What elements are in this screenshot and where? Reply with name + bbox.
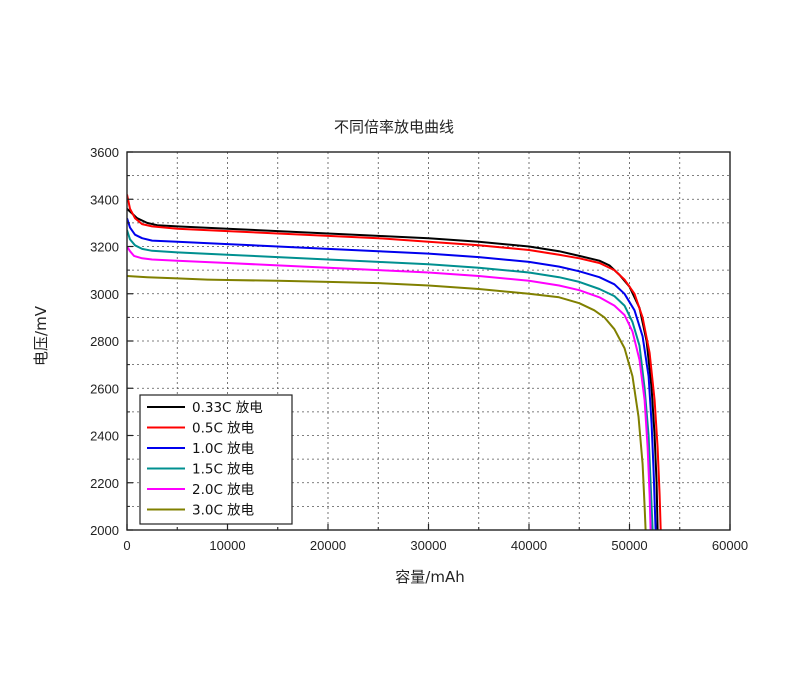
series-line-4: [127, 229, 654, 530]
series-line-3: [127, 217, 657, 530]
y-tick-label: 3200: [90, 240, 119, 255]
y-tick-label: 2400: [90, 429, 119, 444]
legend-label: 1.5C 放电: [192, 462, 254, 478]
y-tick-label: 3400: [90, 192, 119, 207]
x-tick-label: 60000: [712, 538, 748, 553]
legend-label: 0.5C 放电: [192, 421, 254, 437]
chart-title: 不同倍率放电曲线: [334, 118, 454, 136]
y-tick-label: 2800: [90, 334, 119, 349]
series-layer: [127, 194, 662, 530]
legend-box: [139, 394, 293, 525]
ticks: 0 10000 20000 30000 40000 50000 60000 2000 2200 2…: [90, 145, 748, 553]
legend-label: 1.0C 放电: [192, 441, 254, 457]
y-axis-title: 电压/mV: [32, 305, 50, 366]
y-tick-label: 2000: [90, 523, 119, 538]
x-tick-label: 30000: [410, 538, 446, 553]
x-tick-label: 10000: [209, 538, 245, 553]
x-tick-label: 40000: [511, 538, 547, 553]
legend: 0.33C 放电 0.5C 放电 1.0C 放电 1.5C 放电 2.0C 放电 3.0C…: [139, 394, 293, 525]
x-tick-label: 20000: [310, 538, 346, 553]
legend-label: 3.0C 放电: [192, 503, 254, 519]
x-tick-label: 50000: [611, 538, 647, 553]
series-line-6: [127, 275, 647, 530]
series-line-5: [127, 245, 652, 530]
y-tick-label: 2600: [90, 381, 119, 396]
legend-label: 0.33C 放电: [192, 400, 263, 416]
x-tick-label: 0: [123, 538, 130, 553]
y-tick-label: 2200: [90, 476, 119, 491]
y-tick-label: 3000: [90, 287, 119, 302]
x-axis-title: 容量/mAh: [395, 568, 464, 586]
y-tick-label: 3600: [90, 145, 119, 160]
series-line-2: [127, 194, 662, 530]
legend-label: 2.0C 放电: [192, 482, 254, 498]
